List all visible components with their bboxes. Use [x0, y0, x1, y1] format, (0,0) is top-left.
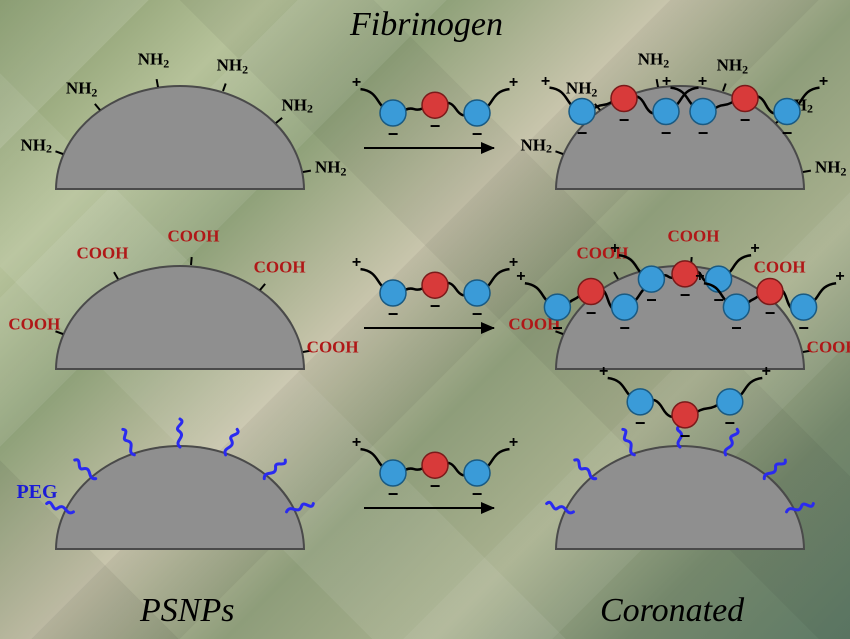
dome-nh2-left: NH2NH2NH2NH2NH2NH2 — [55, 85, 305, 190]
charge-mark: − — [680, 286, 691, 304]
functional-group-label: COOH — [8, 315, 60, 332]
charge-mark: − — [725, 414, 736, 432]
charge-mark: + — [835, 269, 844, 285]
dome-shape — [55, 85, 305, 190]
charge-mark: + — [352, 75, 361, 91]
charge-mark: − — [586, 304, 597, 322]
functional-group-label: COOH — [77, 245, 129, 262]
functional-group-label: COOH — [168, 227, 220, 244]
charge-mark: − — [552, 319, 563, 337]
charge-mark: − — [646, 291, 657, 309]
peg-label: PEG — [16, 482, 57, 502]
functional-tick — [94, 103, 101, 110]
diagram-canvas: Fibrinogen PSNPs Coronated NH2NH2NH2NH2N… — [0, 0, 850, 639]
reaction-arrow — [364, 507, 494, 509]
functional-group-label: NH2 — [315, 158, 346, 175]
charge-mark: + — [516, 269, 525, 285]
charge-mark: − — [680, 427, 691, 445]
functional-group-label: COOH — [307, 338, 359, 355]
charge-mark: + — [509, 75, 518, 91]
charge-mark: + — [610, 241, 619, 257]
reaction-arrow — [364, 147, 494, 149]
charge-mark: − — [619, 111, 630, 129]
label-psnps: PSNPs — [140, 592, 234, 630]
peg-squiggle — [165, 419, 195, 449]
functional-tick — [55, 150, 63, 155]
title-fibrinogen: Fibrinogen — [350, 6, 503, 44]
charge-mark: + — [541, 74, 550, 90]
functional-tick — [222, 83, 227, 91]
functional-group-label: NH2 — [217, 57, 248, 74]
dome-peg-right — [555, 445, 805, 550]
charge-mark: − — [635, 414, 646, 432]
charge-mark: − — [388, 305, 399, 323]
charge-mark: − — [798, 319, 809, 337]
label-coronated: Coronated — [600, 592, 744, 630]
charge-mark: − — [388, 125, 399, 143]
charge-mark: + — [695, 269, 704, 285]
functional-group-label: COOH — [254, 258, 306, 275]
charge-mark: − — [619, 319, 630, 337]
functional-group-label: COOH — [577, 245, 629, 262]
charge-mark: − — [782, 124, 793, 142]
charge-mark: + — [762, 364, 771, 380]
charge-mark: − — [731, 319, 742, 337]
charge-mark: − — [740, 111, 751, 129]
charge-mark: + — [662, 74, 671, 90]
charge-mark: − — [472, 125, 483, 143]
functional-tick — [260, 283, 267, 290]
functional-tick — [555, 150, 563, 155]
charge-mark: + — [509, 435, 518, 451]
functional-tick — [275, 117, 282, 124]
charge-mark: − — [765, 304, 776, 322]
charge-mark: + — [599, 364, 608, 380]
dome-peg-left: PEG — [55, 445, 305, 550]
functional-group-label: NH2 — [66, 80, 97, 97]
charge-mark: − — [698, 124, 709, 142]
charge-mark: − — [472, 485, 483, 503]
charge-mark: + — [352, 255, 361, 271]
functional-group-label: NH2 — [21, 136, 52, 153]
charge-mark: + — [819, 74, 828, 90]
functional-group-label: NH2 — [521, 136, 552, 153]
charge-mark: − — [430, 477, 441, 495]
functional-group-label: NH2 — [281, 96, 312, 113]
charge-mark: − — [388, 485, 399, 503]
charge-mark: + — [750, 241, 759, 257]
charge-mark: − — [430, 297, 441, 315]
functional-group-label: NH2 — [138, 51, 169, 68]
functional-tick — [190, 257, 193, 265]
functional-group-label: NH2 — [815, 158, 846, 175]
dome-shape — [55, 265, 305, 370]
functional-tick — [113, 272, 119, 280]
charge-mark: − — [430, 117, 441, 135]
dome-cooh-left: COOHCOOHCOOHCOOHCOOH — [55, 265, 305, 370]
charge-mark: + — [352, 435, 361, 451]
charge-mark: − — [577, 124, 588, 142]
charge-mark: − — [472, 305, 483, 323]
functional-group-label: COOH — [807, 338, 850, 355]
reaction-arrow — [364, 327, 494, 329]
